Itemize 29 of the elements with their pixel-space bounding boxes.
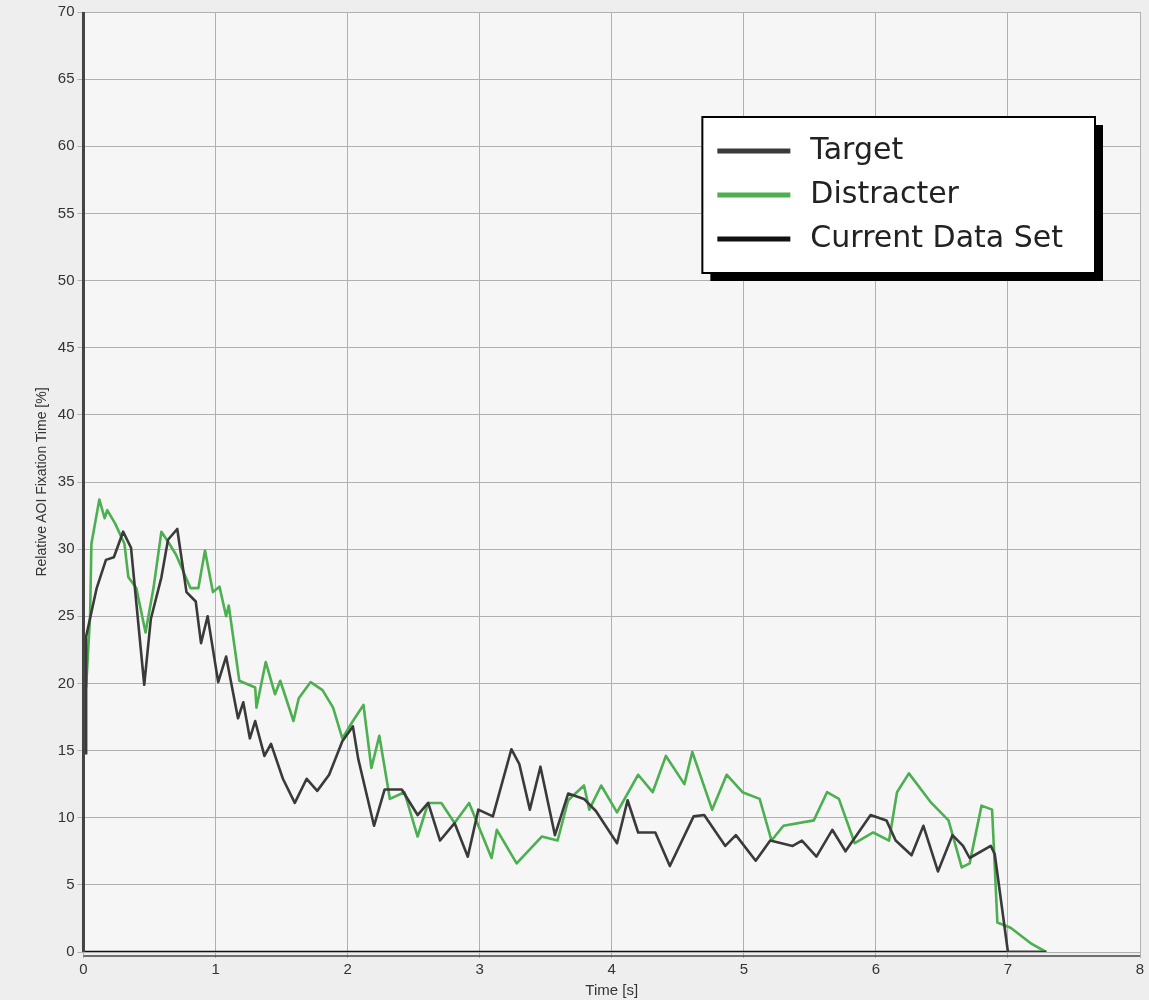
y-tick-label: 20 — [57, 673, 75, 691]
y-tick-label: 15 — [57, 740, 75, 758]
x-tick-label: 0 — [79, 960, 88, 978]
x-tick-label: 6 — [871, 960, 881, 978]
y-tick-label: 25 — [57, 606, 75, 624]
y-tick-label: 55 — [57, 203, 75, 221]
legend-label: Distracter — [810, 174, 960, 210]
x-tick-label: 8 — [1135, 960, 1145, 978]
x-tick-label: 1 — [211, 960, 220, 978]
y-tick-label: 40 — [57, 405, 75, 422]
y-tick-label: 30 — [57, 539, 75, 557]
x-tick-label: 4 — [607, 960, 616, 978]
y-tick-label: 45 — [57, 337, 75, 355]
y-tick-label: 10 — [57, 807, 75, 825]
y-tick-label: 50 — [57, 270, 75, 288]
x-tick-label: 2 — [343, 960, 352, 978]
y-tick-label: 35 — [57, 472, 75, 490]
y-tick-label: 5 — [66, 875, 75, 892]
legend-label: Target — [809, 130, 904, 166]
y-tick-label: 65 — [57, 69, 75, 87]
y-tick-label: 70 — [57, 2, 75, 20]
x-tick-label: 3 — [475, 960, 484, 978]
legend-label: Current Data Set — [810, 218, 1064, 254]
y-tick-label: 0 — [66, 942, 75, 960]
y-axis-title: Relative AOI Fixation Time [%] — [33, 387, 50, 577]
x-tick-label: 7 — [1003, 960, 1013, 978]
x-axis-title: Time [s] — [585, 981, 639, 999]
y-tick-label: 60 — [57, 136, 75, 154]
x-tick-label: 5 — [739, 960, 748, 978]
